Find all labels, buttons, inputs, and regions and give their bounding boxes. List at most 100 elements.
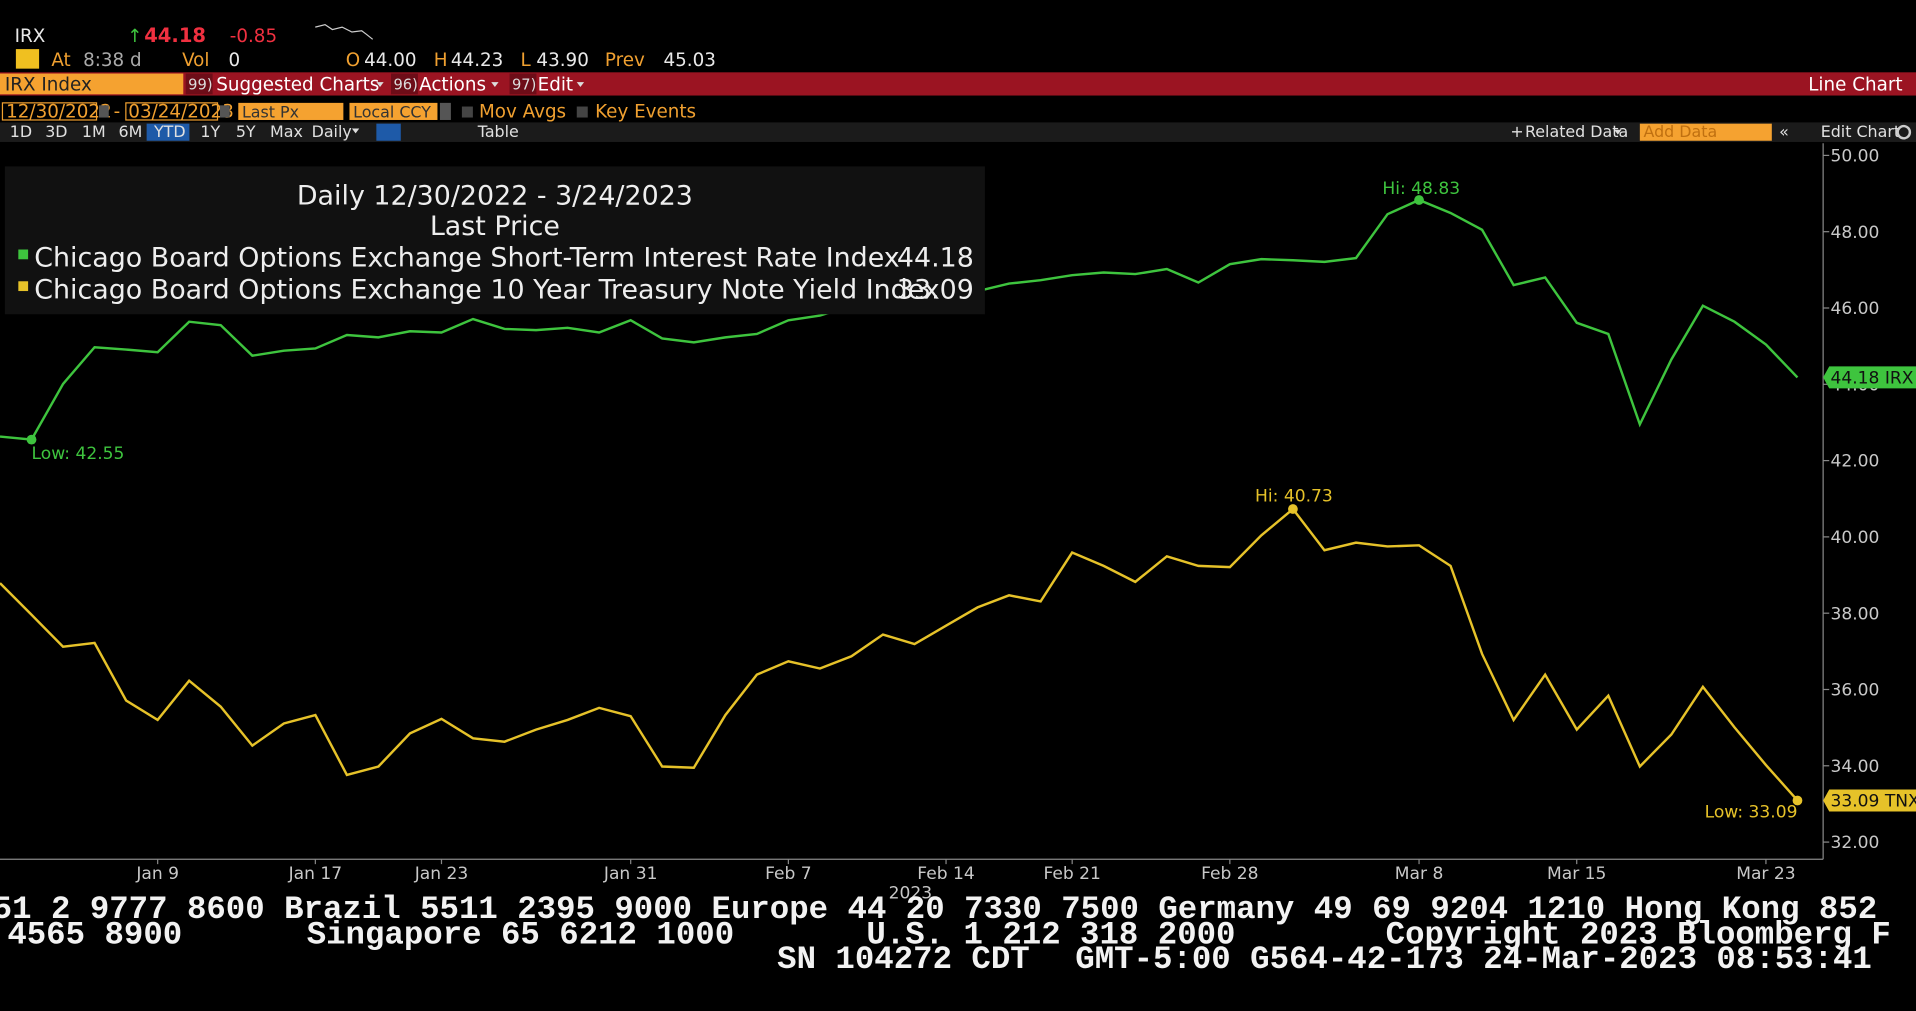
annotation: Low: 42.55 (32, 444, 125, 464)
dropdown-arrow (376, 82, 384, 87)
range-button[interactable]: 5Y (236, 122, 256, 141)
security-box[interactable] (0, 73, 184, 95)
dropdown[interactable] (439, 102, 451, 120)
y-tick-label: 50.00 (1830, 147, 1879, 167)
extreme-point (1792, 795, 1803, 806)
line-icon[interactable] (376, 123, 401, 141)
x-tick-label: Mar 8 (1395, 864, 1444, 884)
prev-label: Prev (605, 50, 645, 71)
x-tick-label: Mar 15 (1547, 864, 1606, 884)
menu-num-box (391, 73, 418, 95)
footer-line: SN 104272 CDT (777, 941, 1030, 978)
cal-icon[interactable] (98, 105, 109, 118)
legend-value: 44.18 (897, 243, 974, 274)
footer-line: 4565 8900 (7, 917, 182, 954)
annotation: Hi: 48.83 (1382, 179, 1460, 199)
up-arrow: ↑ (127, 26, 142, 47)
cal-icon[interactable] (219, 105, 230, 118)
range-button[interactable]: Max (270, 122, 303, 141)
x-tick-label: Jan 23 (414, 864, 469, 884)
key-events: Key Events (595, 102, 696, 123)
high: 44.23 (451, 50, 503, 71)
checkbox[interactable] (576, 106, 588, 118)
series-line (0, 507, 1799, 802)
footer-line: 51 2 9777 8600 Brazil 5511 2395 9000 Eur… (0, 891, 1877, 928)
dropdown-arrow (491, 82, 499, 87)
range-button[interactable]: 1M (82, 122, 106, 141)
menu-label[interactable]: Suggested Charts (216, 75, 379, 96)
end-box[interactable] (125, 102, 219, 121)
menu-label[interactable]: Edit (538, 75, 573, 96)
open: 44.00 (364, 50, 416, 71)
legend-swatch (18, 249, 29, 260)
sparkline (315, 24, 374, 40)
date-dash: - (114, 102, 121, 123)
annotation: Hi: 40.73 (1255, 487, 1333, 507)
range-button[interactable]: 6M (119, 122, 143, 141)
related-data[interactable]: Related Data (1525, 122, 1628, 141)
table-button[interactable]: Table (477, 122, 519, 141)
footer-line: U.S. 1 212 318 2000 (866, 917, 1235, 954)
chart-subtitle: Last Price (430, 211, 560, 242)
end-date: 03/24/2023 (128, 102, 234, 123)
chart: 32.0034.0036.0038.0040.0042.0044.0046.00… (0, 143, 1916, 903)
x-tick-label: Jan 31 (603, 864, 658, 884)
last-price: 44.18 (144, 24, 206, 47)
range-button[interactable]: 3D (45, 122, 67, 141)
extreme-point (1414, 195, 1424, 205)
range-button[interactable]: 1D (10, 122, 32, 141)
add-data: Add Data (1644, 122, 1718, 141)
period[interactable]: Daily (312, 122, 352, 141)
menu-num-box (185, 73, 213, 95)
vol-label: Vol (182, 50, 209, 71)
ccy-box[interactable] (349, 102, 438, 120)
dropdown-arrow (351, 128, 360, 134)
legend-label: Chicago Board Options Exchange 10 Year T… (34, 274, 940, 305)
last-tag-label: 33.09 TNX (1830, 792, 1916, 812)
security: IRX Index (5, 75, 92, 96)
dropdown-arrow (576, 82, 585, 87)
open-label: O (346, 50, 360, 71)
y-tick-label: 46.00 (1830, 299, 1879, 319)
x-tick-label: Feb 28 (1201, 864, 1258, 884)
menu-num: 96) (393, 76, 417, 93)
gear[interactable] (1896, 124, 1912, 140)
menu-num-box (509, 73, 537, 95)
y-tick-label: 48.00 (1830, 223, 1879, 243)
menu-label[interactable]: Actions (419, 75, 486, 96)
range-button[interactable]: 1Y (200, 122, 220, 141)
x-tick-label: Feb 14 (917, 864, 974, 884)
footer-line: Singapore 65 6212 1000 (307, 917, 734, 954)
vol: 0 (229, 50, 241, 71)
last-tag (1823, 366, 1916, 389)
change: -0.85 (230, 26, 277, 47)
range-bar (0, 122, 1916, 142)
add-data-box[interactable] (1639, 123, 1772, 141)
y-tick-label: 34.00 (1830, 757, 1879, 777)
footer-line: GMT-5:00 G564-42-173 24-Mar-2023 08:53:4… (1075, 941, 1872, 978)
menu-num: 99) (188, 76, 212, 93)
currency: Local CCY (353, 103, 431, 122)
ticker: IRX (15, 26, 46, 47)
y-tick-label: 32.00 (1830, 833, 1879, 853)
x-tick-label: Jan 9 (135, 864, 179, 884)
legend-box (4, 166, 985, 315)
y-tick-label: 38.00 (1830, 604, 1879, 624)
y-tick-label: 42.00 (1830, 452, 1879, 472)
y-tick-label: 36.00 (1830, 681, 1879, 701)
low: 43.90 (536, 50, 588, 71)
x-tick-label: Mar 23 (1736, 864, 1795, 884)
collapse[interactable]: « (1779, 122, 1789, 141)
time: 8:38 d (83, 50, 142, 71)
checkbox[interactable] (461, 106, 473, 118)
menu-num: 97) (512, 76, 536, 93)
at-label: At (51, 50, 70, 71)
field-box[interactable] (238, 102, 344, 120)
legend-swatch (18, 281, 29, 292)
start-box[interactable] (1, 102, 98, 121)
edit-chart[interactable]: Edit Chart (1821, 122, 1900, 141)
plus: + (1510, 122, 1523, 141)
footer-line: Copyright 2023 Bloomberg F (1386, 917, 1891, 954)
range-button[interactable]: YTD (153, 122, 186, 141)
x-axis-label: 2023 (889, 883, 933, 903)
